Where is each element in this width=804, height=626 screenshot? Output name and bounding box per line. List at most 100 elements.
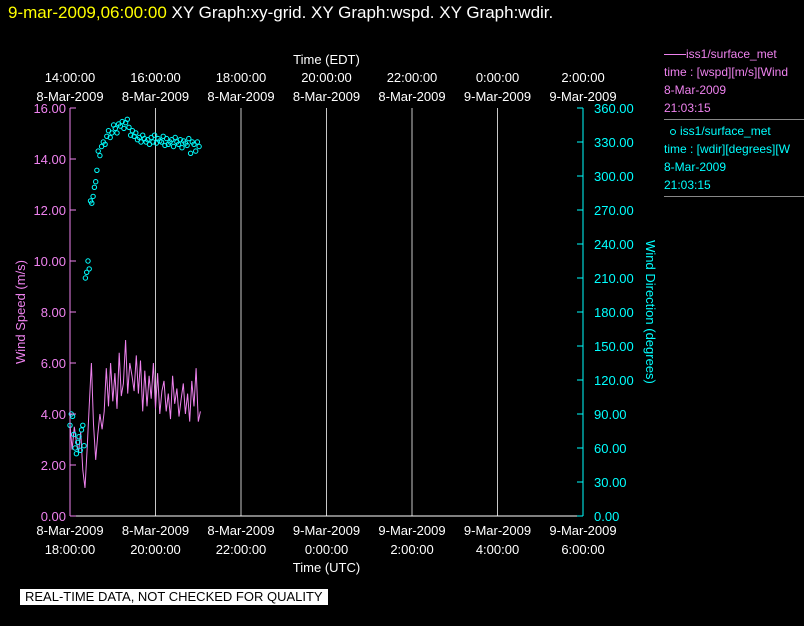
x-tick-label-time: 22:00:00 <box>216 542 267 557</box>
top-tick-label-date: 9-Mar-2009 <box>464 89 531 104</box>
wdir-point <box>71 431 77 438</box>
right-tick-label: 0.00 <box>594 509 619 524</box>
top-tick-label-date: 8-Mar-2009 <box>293 89 360 104</box>
wdir-point <box>109 130 115 136</box>
top-tick-label-time: 0:00:00 <box>476 70 519 85</box>
bottom-axis-title: Time (UTC) <box>293 560 360 575</box>
wspd-series <box>69 339 201 488</box>
right-tick-label: 150.00 <box>594 339 634 354</box>
wdir-point <box>121 125 127 132</box>
legend-wdir-date: 8-Mar-2009 <box>664 160 727 174</box>
wdir-point <box>80 422 86 428</box>
right-axis-title: Wind Direction (degrees) <box>643 240 658 384</box>
wdir-point <box>93 179 99 185</box>
wdir-point <box>84 269 90 275</box>
top-tick-label-date: 8-Mar-2009 <box>122 89 189 104</box>
legend-wspd-desc: time : [wspd][m/s][Wind <box>664 65 789 79</box>
wdir-point <box>179 145 185 151</box>
wdir-point <box>78 427 85 433</box>
left-tick-label: 0.00 <box>41 509 66 524</box>
top-axis-title: Time (EDT) <box>293 52 360 67</box>
circle-marker-icon <box>670 128 676 135</box>
left-tick-label: 10.00 <box>33 254 66 269</box>
wdir-point <box>76 434 82 440</box>
axis-labels: 8-Mar-2009 18:00:00 8-Mar-2009 20:00:00 8-Ma… <box>13 52 658 575</box>
x-tick-label-date: 9-Mar-2009 <box>293 523 360 538</box>
x-tick-label-time: 4:00:00 <box>476 542 519 557</box>
x-tick-label-time: 0:00:00 <box>305 542 348 557</box>
title-graph-list: XY Graph:xy-grid. XY Graph:wspd. XY Grap… <box>171 3 554 22</box>
wdir-point <box>150 139 156 145</box>
wdir-point <box>102 141 108 148</box>
chart-axes <box>69 107 584 517</box>
wdir-point <box>172 134 178 141</box>
line-swatch-icon <box>664 54 686 56</box>
right-tick-label: 240.00 <box>594 237 634 252</box>
x-tick-label-time: 20:00:00 <box>130 542 181 557</box>
wdir-point <box>112 125 119 132</box>
wdir-point <box>177 137 184 143</box>
chart-grid <box>155 108 498 516</box>
wdir-point <box>119 118 125 125</box>
wdir-point <box>186 135 192 142</box>
legend-wspd-date: 8-Mar-2009 <box>664 83 727 97</box>
x-tick-label-date: 9-Mar-2009 <box>378 523 445 538</box>
wdir-point <box>95 148 101 154</box>
wdir-point <box>91 184 98 191</box>
quality-note: REAL-TIME DATA, NOT CHECKED FOR QUALITY <box>20 589 328 605</box>
graph-title-bar: 9-mar-2009,06:00:00 XY Graph:xy-grid. XY… <box>8 3 553 23</box>
right-tick-label: 330.00 <box>594 135 634 150</box>
x-tick-label-time: 18:00:00 <box>45 542 96 557</box>
left-tick-label: 14.00 <box>33 152 66 167</box>
right-tick-label: 360.00 <box>594 101 634 116</box>
top-tick-label-time: 22:00:00 <box>387 70 438 85</box>
wdir-point <box>196 143 202 150</box>
legend: iss1/surface_met time : [wspd][m/s][Wind… <box>664 45 804 197</box>
left-axis-title: Wind Speed (m/s) <box>13 260 28 364</box>
wdir-point <box>114 130 120 136</box>
legend-wdir-time: 21:03:15 <box>664 178 711 192</box>
top-tick-label-time: 14:00:00 <box>45 70 96 85</box>
wdir-point <box>128 132 134 138</box>
wdir-point <box>151 132 158 138</box>
x-tick-label-date: 8-Mar-2009 <box>122 523 189 538</box>
wdir-point <box>86 266 92 272</box>
wdir-point <box>193 148 199 154</box>
legend-item-wdir[interactable]: iss1/surface_met time : [wdir][degrees][… <box>664 122 804 197</box>
wdir-point <box>184 142 190 149</box>
left-tick-label: 8.00 <box>41 305 66 320</box>
right-tick-label: 210.00 <box>594 271 634 286</box>
wdir-point <box>107 134 113 141</box>
wdir-point <box>97 152 103 159</box>
wdir-point <box>175 141 182 148</box>
right-tick-label: 90.00 <box>594 407 627 422</box>
wdir-point <box>187 150 194 157</box>
wdir-point <box>89 200 95 206</box>
left-tick-label: 6.00 <box>41 356 66 371</box>
top-tick-label-date: 8-Mar-2009 <box>36 89 103 104</box>
x-tick-label-date: 9-Mar-2009 <box>464 523 531 538</box>
wdir-point <box>94 167 100 174</box>
right-tick-label: 180.00 <box>594 305 634 320</box>
right-tick-label: 300.00 <box>594 169 634 184</box>
x-tick-label-date: 8-Mar-2009 <box>36 523 103 538</box>
wdir-point <box>81 443 87 449</box>
left-tick-label: 16.00 <box>33 101 66 116</box>
wdir-point <box>77 447 84 453</box>
legend-item-wspd[interactable]: iss1/surface_met time : [wspd][m/s][Wind… <box>664 45 804 120</box>
right-tick-label: 120.00 <box>594 373 634 388</box>
wdir-point <box>163 135 170 142</box>
top-tick-label-time: 18:00:00 <box>216 70 267 85</box>
wdir-point <box>194 139 201 145</box>
top-tick-label-date: 9-Mar-2009 <box>549 89 616 104</box>
wdir-point <box>138 139 144 145</box>
x-tick-label-time: 2:00:00 <box>390 542 433 557</box>
top-tick-label-date: 8-Mar-2009 <box>207 89 274 104</box>
x-tick-label-date: 8-Mar-2009 <box>207 523 274 538</box>
legend-wdir-desc: time : [wdir][degrees][W <box>664 142 791 156</box>
wdir-point <box>104 133 110 140</box>
wdir-point <box>124 116 131 123</box>
legend-wspd-name: iss1/surface_met <box>686 47 777 61</box>
wspd-line <box>69 339 201 488</box>
